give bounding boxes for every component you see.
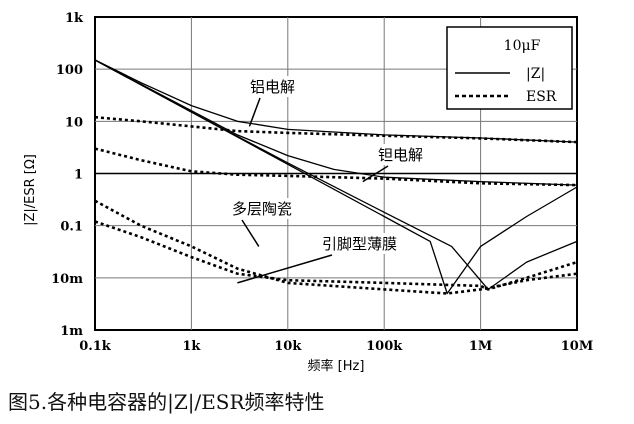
series-layer <box>94 59 578 295</box>
y-axis-label: |Z|/ESR [Ω] <box>23 154 38 226</box>
x-tick-label: 1M <box>469 339 492 354</box>
x-tick-label: 0.1k <box>79 339 112 354</box>
legend-title: 10μF <box>504 38 541 54</box>
grid <box>95 17 577 330</box>
y-tick-label: 10m <box>51 272 83 287</box>
x-tick-label: 1k <box>182 339 201 354</box>
annotation-background <box>228 198 296 219</box>
legend: 10μF |Z| ESR <box>446 26 573 110</box>
film-impedance-line <box>94 59 578 291</box>
y-tick-label: 1k <box>65 11 84 26</box>
tantalum-esr-line <box>94 147 578 187</box>
tantalum-impedance-line <box>94 59 578 186</box>
aluminum-impedance-line <box>94 59 578 143</box>
annotation-arrow <box>248 97 261 127</box>
annotation-label: 铝电解 <box>250 78 295 96</box>
x-tick-label: 10k <box>274 339 302 354</box>
axes: 0.1k 1k 10k 100k 1M 10M 1k 100 10 1 0.1 10m 1m <box>51 11 593 354</box>
annotation-arrow <box>362 165 389 183</box>
ceramic-esr-line <box>94 199 578 295</box>
legend-z-label: |Z| <box>526 66 545 82</box>
annotation-arrow <box>237 254 333 284</box>
annotation-label: 引脚型薄膜 <box>322 235 397 253</box>
annotation-background <box>318 233 401 254</box>
annotation-label: 多层陶瓷 <box>232 200 292 218</box>
y-tick-label: 1 <box>74 168 83 183</box>
legend-esr-label: ESR <box>526 89 557 105</box>
x-axis-label: 频率 [Hz] <box>308 358 365 374</box>
annotation-arrow <box>241 219 260 247</box>
annotation-background <box>246 76 299 97</box>
x-tick-label: 100k <box>366 339 403 354</box>
y-tick-label: 100 <box>56 63 83 78</box>
legend-box <box>446 26 573 110</box>
y-tick-label: 10 <box>65 115 83 130</box>
x-tick-label: 10M <box>561 339 593 354</box>
annotation-background <box>374 144 427 165</box>
annotation-label: 钽电解 <box>378 146 423 164</box>
aluminum-esr-line <box>94 115 578 144</box>
figure-caption: 图5.各种电容器的|Z|/ESR频率特性 <box>8 390 325 414</box>
y-tick-label: 0.1 <box>60 220 83 235</box>
y-tick-label: 1m <box>60 324 83 339</box>
